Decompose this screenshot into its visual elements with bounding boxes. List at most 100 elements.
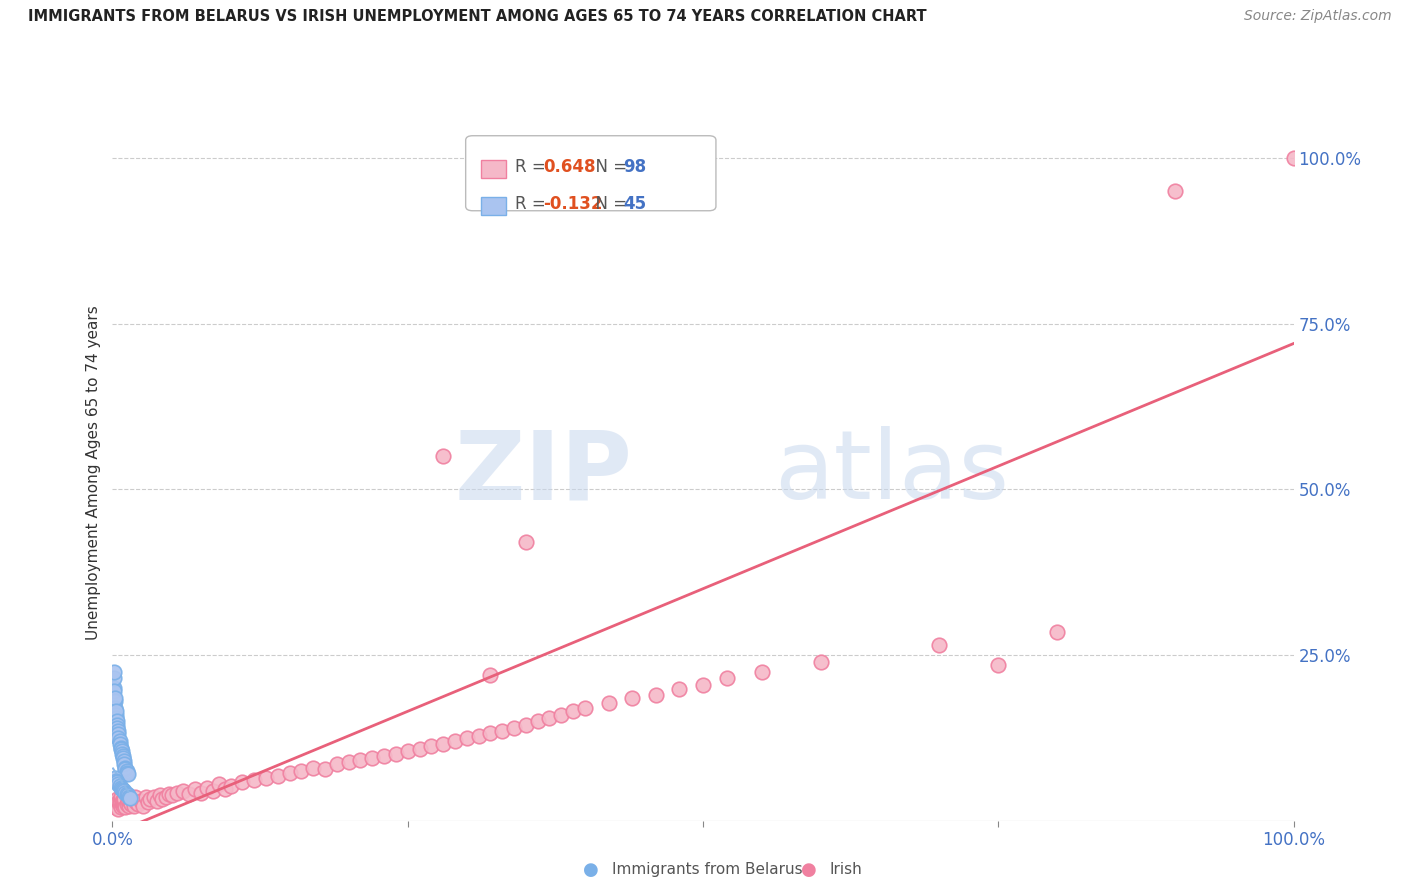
Point (112, 795, 135, 809)
Point (112, 748, 135, 763)
Point (118, 789, 141, 804)
Point (105, 799, 128, 814)
Point (112, 799, 135, 814)
Text: Immigrants from Belarus: Immigrants from Belarus (612, 863, 803, 877)
Point (491, 724, 513, 739)
Point (110, 800, 132, 814)
Text: 0.648: 0.648 (543, 158, 596, 176)
Point (214, 781, 236, 796)
Point (108, 738, 131, 752)
Point (515, 535, 537, 549)
Point (108, 734, 131, 748)
Point (184, 781, 207, 796)
Point (117, 794, 139, 808)
Point (668, 682, 690, 697)
Point (122, 799, 145, 814)
Point (928, 638, 950, 652)
Point (349, 753, 371, 767)
Point (155, 790, 177, 805)
Point (103, 671, 125, 685)
Point (107, 795, 129, 809)
Text: ●: ● (800, 861, 817, 879)
Point (166, 786, 188, 800)
Point (302, 761, 325, 775)
Point (103, 684, 125, 698)
Point (108, 797, 131, 811)
Point (115, 797, 138, 811)
Point (114, 786, 136, 800)
Point (314, 762, 336, 776)
Point (467, 729, 489, 743)
Point (111, 781, 134, 796)
Point (105, 704, 128, 718)
Point (810, 655, 832, 669)
Point (538, 711, 561, 725)
Point (515, 717, 537, 731)
Point (243, 772, 266, 787)
Point (120, 797, 142, 811)
Point (190, 786, 212, 800)
Point (107, 802, 129, 816)
Point (373, 748, 395, 763)
Point (120, 791, 142, 805)
Point (104, 691, 127, 706)
Point (103, 681, 125, 695)
Point (105, 795, 128, 809)
Y-axis label: Unemployment Among Ages 65 to 74 years: Unemployment Among Ages 65 to 74 years (86, 305, 101, 640)
Text: N =: N = (585, 195, 633, 213)
Point (107, 731, 129, 745)
Point (104, 794, 127, 808)
Text: ●: ● (582, 861, 599, 879)
Point (105, 773, 128, 788)
Point (219, 779, 242, 793)
Text: N =: N = (585, 158, 633, 176)
Point (105, 707, 128, 722)
Point (432, 738, 454, 752)
Point (111, 797, 134, 811)
Point (110, 790, 132, 805)
Point (105, 797, 128, 811)
Point (160, 789, 183, 803)
Point (110, 780, 132, 795)
Point (129, 794, 152, 808)
Point (132, 799, 155, 814)
Point (396, 744, 419, 758)
Point (146, 794, 169, 808)
Point (231, 775, 253, 789)
Point (104, 701, 127, 715)
Point (121, 794, 143, 808)
Point (526, 714, 548, 729)
Text: -0.132: -0.132 (543, 195, 603, 213)
Text: R =: R = (515, 158, 551, 176)
Point (108, 794, 131, 808)
Point (278, 766, 301, 780)
Point (114, 761, 136, 775)
Point (115, 766, 138, 780)
Text: IMMIGRANTS FROM BELARUS VS IRISH UNEMPLOYMENT AMONG AGES 65 TO 74 YEARS CORRELAT: IMMIGRANTS FROM BELARUS VS IRISH UNEMPLO… (28, 9, 927, 24)
Point (456, 731, 478, 745)
Point (337, 756, 360, 770)
Point (118, 799, 141, 814)
Point (112, 754, 135, 768)
Point (107, 724, 129, 739)
Point (179, 787, 201, 801)
Text: R =: R = (515, 195, 551, 213)
Point (361, 750, 384, 764)
Point (716, 671, 738, 685)
Point (574, 701, 596, 715)
Point (208, 777, 231, 791)
Point (1164, 184, 1187, 198)
Point (112, 750, 135, 764)
Point (117, 789, 139, 803)
Point (420, 739, 443, 754)
Point (103, 665, 125, 679)
Text: Irish: Irish (830, 863, 862, 877)
Point (157, 787, 180, 801)
Point (125, 795, 148, 809)
Point (127, 797, 149, 811)
Point (105, 711, 128, 725)
Point (254, 771, 277, 785)
Text: atlas: atlas (773, 426, 1010, 519)
Point (110, 740, 132, 755)
Point (644, 688, 666, 702)
